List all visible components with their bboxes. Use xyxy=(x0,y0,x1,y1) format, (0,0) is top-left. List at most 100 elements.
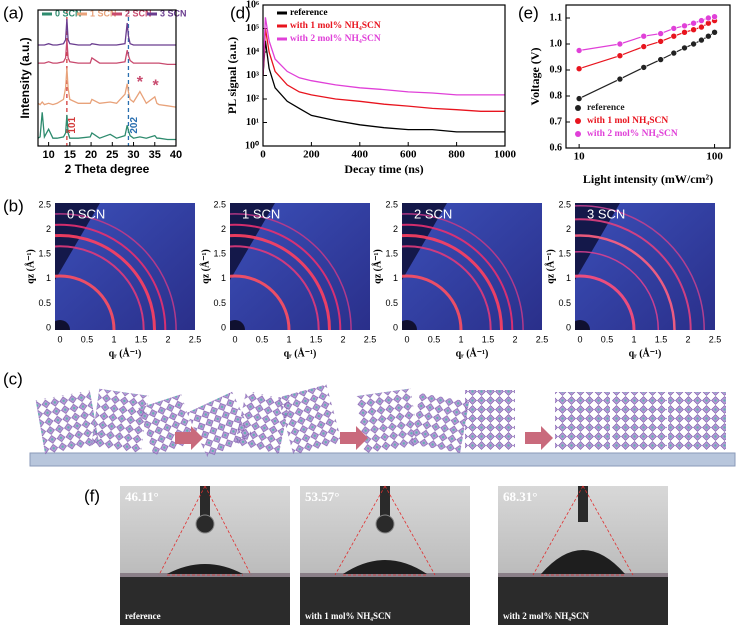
legend-label: with 2 mol% NH₄SCN xyxy=(290,34,381,44)
y-tick-label: 2.5 xyxy=(38,199,51,209)
legend-label: 0 SCN xyxy=(55,8,82,18)
panel-label: (e) xyxy=(518,3,539,22)
y-tick-label: 1.1 xyxy=(550,12,563,23)
lattice-block xyxy=(35,390,100,455)
x-tick-label: 0.5 xyxy=(601,334,614,344)
diffraction-ring xyxy=(402,234,503,330)
contact-angle-photo: 53.57° with 1 mol% NH₄SCN xyxy=(300,485,470,625)
x-tick-label: 1.5 xyxy=(135,334,148,344)
x-tick-label: 0.5 xyxy=(81,334,94,344)
data-point xyxy=(690,19,697,27)
needle xyxy=(380,486,390,516)
plot-frame xyxy=(262,4,506,147)
diffraction-ring xyxy=(55,234,156,330)
x-axis-label: Light intensity (mW/cm²) xyxy=(583,172,713,186)
plot-area xyxy=(38,19,176,141)
legend-label: with 2 mol% NH₄SCN xyxy=(587,129,678,139)
data-point xyxy=(657,56,664,63)
y-tick-label: 0.9 xyxy=(550,64,563,75)
substrate xyxy=(498,577,668,625)
sample-label: 2 SCN xyxy=(414,206,452,221)
y-tick-label: 1.5 xyxy=(385,249,398,259)
diffraction-ring xyxy=(230,223,342,330)
y-tick-label: 0 xyxy=(221,322,226,332)
angle-label: 46.11° xyxy=(125,489,159,504)
y-tick-label: 10⁵ xyxy=(246,23,259,34)
legend-swatch xyxy=(575,131,581,137)
hanging-drop xyxy=(375,514,395,534)
contact-angle-photo: 46.11° reference xyxy=(120,485,290,625)
diffraction-ring xyxy=(230,245,320,330)
panel-label: (a) xyxy=(3,3,24,22)
series-line xyxy=(38,19,176,46)
giwaxs-image: 2 SCN 0 0.5 1 1.5 2 2.5 0 0.5 1 1.5 2 2.5 qᵣ (Å⁻¹) qz … xyxy=(371,199,548,359)
x-tick-label: 1 xyxy=(111,334,116,344)
x-tick-label: 0.5 xyxy=(256,334,269,344)
data-point xyxy=(657,38,664,45)
substrate xyxy=(300,577,470,625)
diffraction-ring xyxy=(230,213,352,330)
y-tick-label: 0.6 xyxy=(550,142,563,153)
missing-wedge xyxy=(55,203,100,280)
y-tick-label: 1 xyxy=(221,273,226,283)
diffraction-ring xyxy=(402,245,492,330)
y-tick-label: 0.7 xyxy=(550,116,563,127)
panel-label: (b) xyxy=(3,196,24,215)
x-tick-label: 30 xyxy=(127,149,139,161)
lattice-block xyxy=(91,388,149,454)
y-tick-label: 2 xyxy=(46,224,51,234)
x-axis-label: qᵣ (Å⁻¹) xyxy=(629,347,662,359)
legend-label: 2 SCN xyxy=(125,8,152,18)
diffraction-ring xyxy=(55,274,116,330)
legend-label: 3 SCN xyxy=(160,8,187,18)
annotation: * xyxy=(137,74,144,91)
x-tick-label: 2 xyxy=(165,334,170,344)
x-tick-label: 1 xyxy=(631,334,636,344)
y-tick-label: 10¹ xyxy=(246,117,259,128)
x-tick-label: 2 xyxy=(340,334,345,344)
x-tick-label: 600 xyxy=(400,149,417,161)
data-point xyxy=(640,64,648,71)
legend-swatch xyxy=(575,118,581,124)
legend-swatch xyxy=(575,105,581,111)
data-point xyxy=(670,49,678,57)
fit-line xyxy=(579,16,715,52)
image-content xyxy=(230,203,370,330)
process-arrow xyxy=(175,426,203,450)
x-tick-label: 2 xyxy=(512,334,517,344)
diffraction-ring xyxy=(575,205,705,330)
contact-angle-photo: 68.31° with 2 mol% NH₄SCN xyxy=(498,485,668,625)
diffraction-ring xyxy=(55,245,145,330)
giwaxs-image: 0 SCN 0 0.5 1 1.5 2 2.5 0 0.5 1 1.5 2 2.5 qᵣ (Å⁻¹) qz … xyxy=(24,199,201,359)
data-point xyxy=(575,95,583,102)
annotation: * xyxy=(153,78,160,95)
y-tick-label: 1.5 xyxy=(558,249,571,259)
data-point xyxy=(670,32,678,40)
x-tick-label: 1000 xyxy=(494,149,517,161)
tangent-lines xyxy=(532,485,634,576)
y-tick-label: 10² xyxy=(246,93,259,104)
data-point xyxy=(670,25,678,32)
x-tick-label: 2 xyxy=(685,334,690,344)
y-tick-label: 0.8 xyxy=(550,90,563,101)
y-tick-label: 0 xyxy=(46,322,51,332)
angle-label: 53.57° xyxy=(305,489,339,504)
y-axis-label: PL signal (a.u.) xyxy=(225,37,239,114)
series-line xyxy=(38,112,176,141)
legend-label: reference xyxy=(290,8,328,18)
y-tick-label: 0.5 xyxy=(213,298,226,308)
data-point xyxy=(681,44,688,52)
data-point xyxy=(711,13,718,21)
y-tick-label: 1 xyxy=(566,273,571,283)
data-point xyxy=(681,22,688,30)
x-tick-label: 2.5 xyxy=(709,334,722,344)
x-tick-label: 0 xyxy=(260,149,266,161)
legend-label: with 1 mol NH₄SCN xyxy=(587,116,668,126)
x-tick-label: 10 xyxy=(574,151,586,163)
y-tick-label: 2.5 xyxy=(558,199,571,209)
lattice-block xyxy=(465,390,515,450)
y-tick-label: 2 xyxy=(393,224,398,234)
y-tick-label: 0.5 xyxy=(38,298,51,308)
legend-label: reference xyxy=(587,103,625,113)
